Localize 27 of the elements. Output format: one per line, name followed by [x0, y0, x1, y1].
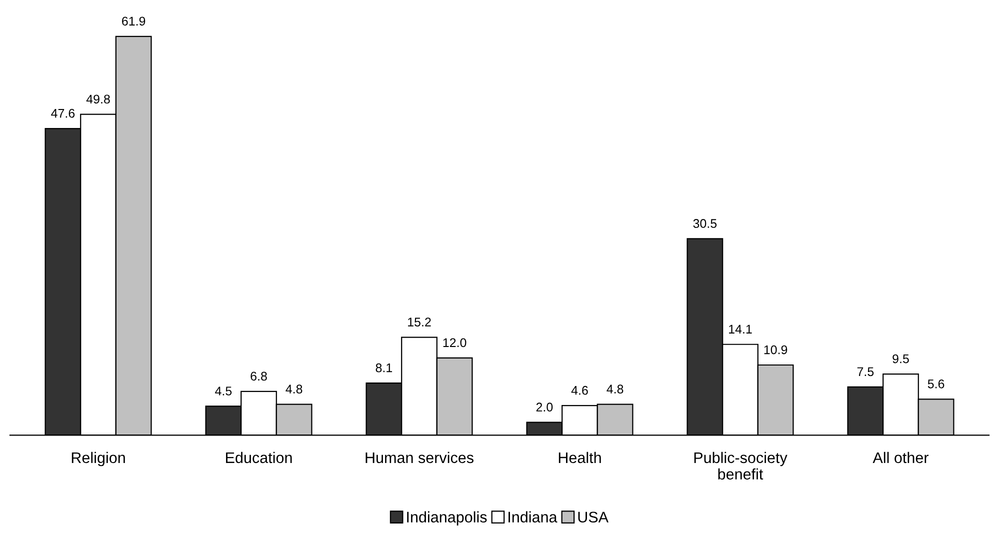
data-label: 4.6 — [571, 386, 588, 395]
data-label: 5.6 — [928, 379, 944, 388]
data-label: 2.0 — [536, 402, 553, 412]
x-tick-label: Education — [226, 452, 292, 464]
data-label: 14.1 — [729, 324, 752, 334]
data-label: 7.5 — [857, 367, 874, 376]
data-label: 9.5 — [892, 354, 909, 364]
data-label: 12.0 — [443, 338, 466, 348]
data-label: 8.1 — [376, 363, 392, 372]
data-label: 10.9 — [764, 345, 788, 354]
x-tick-label: Religion — [72, 452, 125, 466]
data-label: 49.8 — [86, 94, 110, 104]
data-label: 61.9 — [122, 16, 146, 26]
data-label: 4.5 — [215, 386, 232, 396]
legend-label: Indianapolis — [407, 511, 487, 526]
data-label: 30.5 — [693, 219, 717, 228]
legend-label: Indiana — [508, 511, 558, 523]
x-tick-label: Public-society benefit — [694, 452, 788, 480]
x-tick-label: Human services — [366, 452, 474, 464]
data-label: 47.6 — [51, 108, 75, 118]
x-tick-label: All other — [872, 452, 929, 464]
x-tick-label: Health — [558, 452, 601, 464]
data-label: 4.8 — [606, 384, 624, 394]
data-label: 15.2 — [408, 318, 431, 326]
data-label: 4.8 — [286, 384, 302, 394]
data-label: 6.8 — [250, 372, 267, 381]
legend-label: USA — [578, 512, 609, 523]
